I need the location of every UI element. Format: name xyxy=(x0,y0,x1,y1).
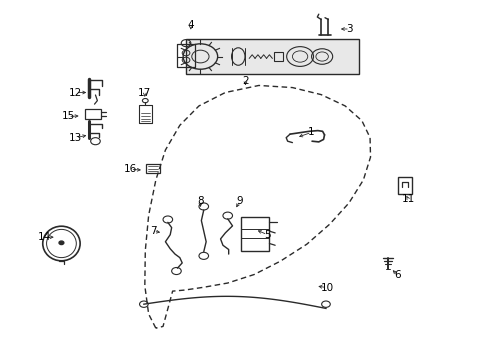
Text: 16: 16 xyxy=(123,165,137,174)
Text: 10: 10 xyxy=(320,283,333,293)
Text: 11: 11 xyxy=(401,194,414,204)
Text: 15: 15 xyxy=(61,112,75,121)
Bar xyxy=(138,105,152,123)
Bar xyxy=(85,109,101,119)
Bar xyxy=(397,177,411,194)
Text: 13: 13 xyxy=(69,133,82,143)
Text: 7: 7 xyxy=(150,226,157,236)
Text: 5: 5 xyxy=(264,230,270,240)
Text: 6: 6 xyxy=(394,270,400,280)
Circle shape xyxy=(59,241,64,244)
Text: 12: 12 xyxy=(69,87,82,98)
Text: 2: 2 xyxy=(242,76,248,86)
Bar xyxy=(146,164,160,173)
Bar xyxy=(240,217,269,251)
Text: 14: 14 xyxy=(38,232,51,242)
Text: 9: 9 xyxy=(236,196,243,206)
Text: 17: 17 xyxy=(138,87,151,98)
Text: 4: 4 xyxy=(187,20,194,30)
Bar xyxy=(177,44,194,67)
Text: 1: 1 xyxy=(307,127,314,138)
Text: 3: 3 xyxy=(346,24,352,34)
Bar xyxy=(274,52,282,61)
Text: 8: 8 xyxy=(197,196,203,206)
Bar xyxy=(185,39,358,74)
